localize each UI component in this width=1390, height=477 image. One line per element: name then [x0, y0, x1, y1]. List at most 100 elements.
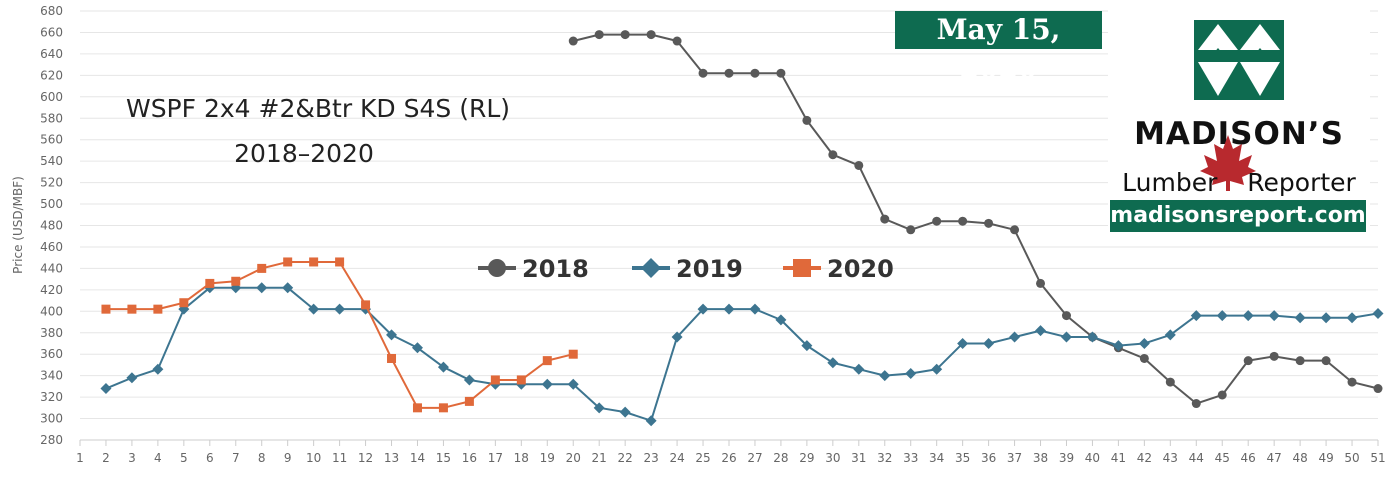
- data-point: [283, 257, 293, 267]
- data-point: [958, 216, 968, 226]
- data-point: [594, 30, 604, 40]
- data-point: [1139, 353, 1149, 363]
- data-point: [464, 396, 474, 406]
- data-point: [542, 356, 552, 366]
- data-point: [619, 406, 631, 418]
- x-tick-label: 32: [877, 451, 892, 465]
- y-tick-label: 360: [40, 347, 63, 361]
- data-point: [282, 282, 294, 294]
- y-tick-label: 320: [40, 390, 63, 404]
- y-tick-label: 620: [40, 68, 63, 82]
- series-2020: [101, 257, 578, 413]
- legend-item-2020: 2020: [783, 255, 894, 283]
- data-point: [1191, 399, 1201, 409]
- x-tick-label: 19: [540, 451, 555, 465]
- data-point: [1061, 311, 1071, 321]
- y-axis-label: Price (USD/MBF): [11, 176, 25, 274]
- y-tick-label: 540: [40, 154, 63, 168]
- data-point: [1036, 278, 1046, 288]
- data-point: [698, 68, 708, 78]
- data-point: [541, 378, 553, 390]
- data-point: [1035, 325, 1047, 337]
- y-tick-label: 340: [40, 369, 63, 383]
- x-tick-label: 31: [851, 451, 866, 465]
- x-tick-label: 49: [1318, 451, 1333, 465]
- x-tick-label: 50: [1344, 451, 1359, 465]
- y-tick-label: 460: [40, 240, 63, 254]
- data-point: [309, 257, 319, 267]
- legend-label: 2020: [827, 255, 894, 283]
- y-tick-label: 560: [40, 133, 63, 147]
- x-tick-label: 25: [695, 451, 710, 465]
- x-tick-label: 42: [1137, 451, 1152, 465]
- x-tick-label: 41: [1111, 451, 1126, 465]
- x-tick-label: 21: [592, 451, 607, 465]
- data-point: [646, 30, 656, 40]
- data-point: [1268, 310, 1280, 322]
- data-point: [932, 216, 942, 226]
- x-tick-label: 22: [618, 451, 633, 465]
- data-point: [126, 372, 138, 384]
- data-point: [1243, 356, 1253, 366]
- data-point: [620, 30, 630, 40]
- y-tick-label: 500: [40, 197, 63, 211]
- data-point: [386, 329, 398, 341]
- data-point: [1217, 390, 1227, 400]
- data-point: [437, 361, 449, 373]
- data-point: [801, 340, 813, 352]
- data-point: [205, 278, 215, 288]
- x-tick-label: 6: [206, 451, 214, 465]
- x-tick-label: 29: [799, 451, 814, 465]
- chart-subtitle: 2018–2020: [234, 139, 374, 168]
- data-point: [361, 300, 371, 310]
- x-tick-label: 9: [284, 451, 292, 465]
- data-point: [905, 368, 917, 380]
- data-point: [750, 68, 760, 78]
- madisons-logo: MADISON’S Lumber Reporter madisonsreport…: [1108, 10, 1370, 235]
- y-tick-label: 680: [40, 4, 63, 18]
- x-tick-label: 4: [154, 451, 162, 465]
- data-point: [1010, 225, 1020, 235]
- legend-item-2018: 2018: [478, 255, 589, 283]
- x-tick-label: 46: [1241, 451, 1256, 465]
- data-point: [984, 218, 994, 228]
- x-tick-label: 13: [384, 451, 399, 465]
- data-point: [880, 214, 890, 224]
- x-tick-label: 43: [1163, 451, 1178, 465]
- y-tick-label: 640: [40, 47, 63, 61]
- data-point: [793, 259, 811, 277]
- data-point: [256, 282, 268, 294]
- legend-label: 2019: [676, 255, 743, 283]
- chart-title: WSPF 2x4 #2&Btr KD S4S (RL): [126, 94, 510, 123]
- data-point: [387, 353, 397, 363]
- x-tick-label: 45: [1215, 451, 1230, 465]
- data-point: [308, 303, 320, 315]
- data-point: [828, 150, 838, 160]
- axes: 2803003203403603804004204404604805005205…: [40, 4, 1386, 465]
- data-point: [1216, 310, 1228, 322]
- y-tick-label: 300: [40, 412, 63, 426]
- data-point: [853, 363, 865, 375]
- data-point: [411, 342, 423, 354]
- data-point: [854, 160, 864, 170]
- data-point: [1320, 312, 1332, 324]
- data-point: [1269, 351, 1279, 361]
- data-point: [879, 370, 891, 382]
- x-tick-label: 1: [76, 451, 84, 465]
- x-tick-label: 26: [721, 451, 736, 465]
- data-point: [335, 257, 345, 267]
- legend-item-2019: 2019: [632, 255, 743, 283]
- x-tick-label: 16: [462, 451, 477, 465]
- maple-leaf-icon: [1200, 135, 1256, 191]
- data-point: [1060, 331, 1072, 343]
- y-tick-label: 380: [40, 326, 63, 340]
- data-point: [775, 314, 787, 326]
- data-point: [672, 36, 682, 46]
- x-tick-label: 33: [903, 451, 918, 465]
- data-point: [1373, 384, 1383, 394]
- data-point: [1295, 356, 1305, 366]
- data-point: [100, 383, 112, 395]
- data-point: [724, 68, 734, 78]
- data-point: [983, 337, 995, 349]
- data-point: [1294, 312, 1306, 324]
